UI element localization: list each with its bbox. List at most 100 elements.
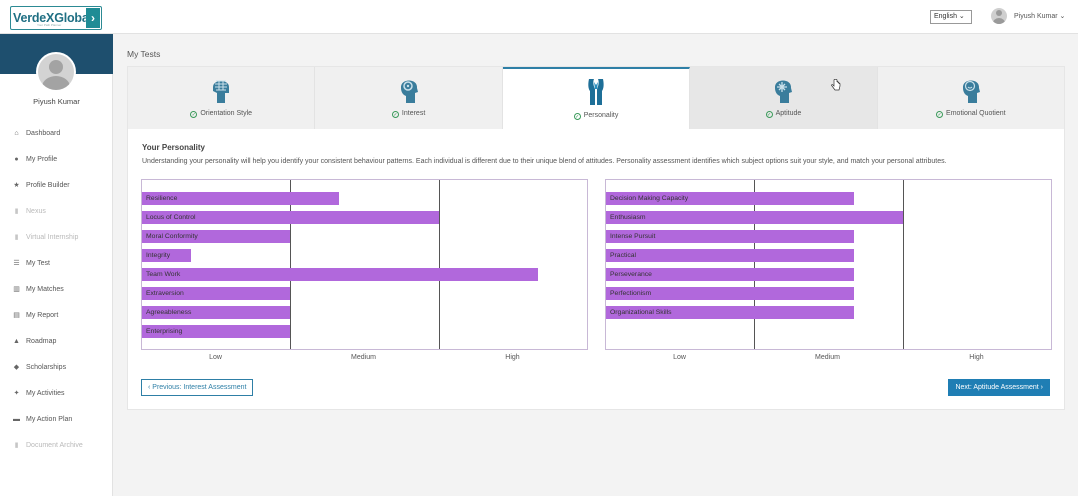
logo[interactable]: VerdeXGlobal Your Path Planner ›	[10, 6, 102, 30]
check-circle-icon: ✓	[391, 111, 399, 118]
sidebar-item-roadmap[interactable]: ▲ Roadmap	[0, 328, 113, 354]
chart-bar: Perfectionism	[606, 287, 854, 300]
page-title: My Tests	[127, 49, 161, 59]
tab-label: ✓ Emotional Quotient	[878, 110, 1064, 118]
language-select[interactable]: English ⌄	[930, 10, 972, 24]
chart-bar: Agreeableness	[142, 306, 290, 319]
sidebar-item-label: Virtual Internship	[26, 233, 79, 241]
chart-bar: Decision Making Capacity	[606, 192, 854, 205]
tab-emotional-quotient[interactable]: ✓ Emotional Quotient	[877, 67, 1065, 129]
sidebar-item-label: Document Archive	[26, 441, 83, 449]
chart-divider	[290, 180, 291, 349]
tab-label-text: Personality	[583, 112, 619, 119]
tab-label-text: Emotional Quotient	[946, 110, 1006, 117]
top-bar: VerdeXGlobal Your Path Planner › English…	[0, 0, 1078, 34]
eq-head-icon	[962, 80, 980, 103]
tab-interest[interactable]: ✓ Interest	[315, 67, 503, 129]
chart-divider	[439, 180, 440, 349]
user-name: Piyush Kumar	[1014, 13, 1058, 20]
sidebar-item-document-archive: ▮ Document Archive	[0, 432, 113, 458]
profile-avatar[interactable]	[36, 52, 76, 92]
sidebar-item-virtual-internship: ▮ Virtual Internship	[0, 224, 113, 250]
sidebar-item-nexus: ▮ Nexus	[0, 198, 113, 224]
tab-label: ✓ Interest	[315, 110, 501, 118]
x-tick-label: Low	[673, 354, 686, 361]
chart-bar: Locus of Control	[142, 211, 439, 224]
sidebar-item-label: Scholarships	[26, 363, 67, 371]
tab-label: ✓ Orientation Style	[128, 110, 314, 118]
sidebar-item-my-test[interactable]: ☰ My Test	[0, 250, 113, 276]
chart-bar: Practical	[606, 249, 854, 262]
tab-label-text: Orientation Style	[200, 110, 253, 117]
lock-icon: ▮	[14, 442, 19, 449]
x-tick-label: Medium	[815, 354, 840, 361]
star-icon: ★	[13, 182, 20, 189]
test-panel: ✓ Orientation Style ✓ Interest ✓ Personalit…	[127, 66, 1065, 410]
tab-aptitude[interactable]: ✓ Aptitude	[690, 67, 878, 129]
chart-bar: Resilience	[142, 192, 339, 205]
interest-head-icon	[400, 80, 418, 103]
logo-text: VerdeXGlobal	[13, 11, 92, 25]
sidebar-item-my-action-plan[interactable]: ▬ My Action Plan	[0, 406, 113, 432]
sidebar-item-label: My Activities	[26, 389, 65, 397]
check-circle-icon: ✓	[765, 111, 773, 118]
chart-bar: Intense Pursuit	[606, 230, 854, 243]
sidebar-item-scholarships[interactable]: ◆ Scholarships	[0, 354, 113, 380]
aptitude-head-icon	[775, 80, 793, 103]
lock-icon: ▮	[14, 208, 19, 215]
tab-orientation-style[interactable]: ✓ Orientation Style	[128, 67, 316, 129]
profile-name: Piyush Kumar	[33, 97, 80, 106]
section-description: Understanding your personality will help…	[142, 158, 947, 165]
user-avatar[interactable]	[991, 8, 1007, 24]
sidebar-item-label: Nexus	[26, 207, 46, 215]
list-icon: ☰	[13, 260, 20, 267]
sidebar-item-dashboard[interactable]: ⌂ Dashboard	[0, 120, 113, 146]
tab-personality[interactable]: ✓ Personality	[502, 67, 691, 129]
chart-bar: Extraversion	[142, 287, 290, 300]
personality-icon	[588, 79, 604, 105]
sidebar-item-my-report[interactable]: ▤ My Report	[0, 302, 113, 328]
sidebar-item-label: My Profile	[26, 155, 58, 163]
previous-assessment-button[interactable]: ‹ Previous: Interest Assessment	[141, 379, 254, 396]
sidebar-item-label: My Matches	[26, 285, 64, 293]
language-value: English	[934, 13, 957, 20]
tab-label-text: Interest	[401, 110, 426, 117]
chart-bar: Enterprising	[142, 325, 290, 338]
sidebar-item-my-activities[interactable]: ✦ My Activities	[0, 380, 113, 406]
personality-chart-left: Resilience Locus of Control Moral Conformi…	[141, 179, 588, 350]
chart-bar: Moral Conformity	[142, 230, 290, 243]
sidebar-item-profile-builder[interactable]: ★ Profile Builder	[0, 172, 113, 198]
logo-arrow-icon: ›	[86, 8, 100, 28]
chart-divider	[903, 180, 904, 349]
sidebar-item-label: Roadmap	[26, 337, 57, 345]
brain-head-icon	[213, 80, 230, 103]
user-icon: ●	[14, 155, 19, 163]
test-tabs: ✓ Orientation Style ✓ Interest ✓ Personalit…	[128, 67, 1065, 129]
check-circle-icon: ✓	[190, 111, 198, 118]
x-tick-label: High	[505, 354, 520, 361]
next-assessment-button[interactable]: Next: Aptitude Assessment ›	[948, 379, 1050, 396]
x-tick-label: Medium	[351, 354, 376, 361]
sidebar-item-my-profile[interactable]: ● My Profile	[0, 146, 113, 172]
tab-label: ✓ Personality	[503, 112, 689, 120]
chart-bar: Organizational Skills	[606, 306, 854, 319]
sidebar-item-label: My Test	[26, 259, 50, 267]
tab-label-text: Aptitude	[775, 110, 802, 117]
chart-bar: Team Work	[142, 268, 538, 281]
user-menu[interactable]: Piyush Kumar ⌄	[1014, 13, 1066, 20]
personality-chart-right: Decision Making Capacity Enthusiasm Intens…	[605, 179, 1052, 350]
report-icon: ▤	[13, 312, 20, 319]
sidebar-item-label: My Action Plan	[26, 415, 73, 423]
chart-bar: Enthusiasm	[606, 211, 903, 224]
dashboard-icon: ⌂	[14, 129, 19, 137]
chart-divider	[754, 180, 755, 349]
tab-label: ✓ Aptitude	[690, 110, 876, 118]
lock-icon: ▮	[14, 234, 19, 241]
check-circle-icon: ✓	[936, 111, 944, 118]
sidebar-item-my-matches[interactable]: ▥ My Matches	[0, 276, 113, 302]
bar-chart-icon: ▥	[13, 286, 20, 293]
section-title: Your Personality	[142, 143, 205, 152]
hand-cursor-icon	[831, 79, 841, 91]
chart-bar: Integrity	[142, 249, 191, 262]
chart-bar: Perseverance	[606, 268, 854, 281]
